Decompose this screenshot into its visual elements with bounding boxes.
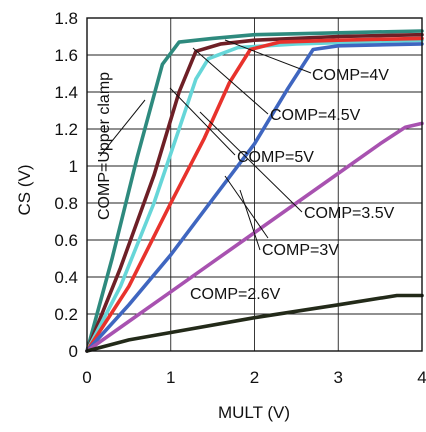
leader-lines bbox=[99, 39, 312, 251]
x-axis-title: MULT (V) bbox=[218, 403, 290, 422]
x-tick-label: 2 bbox=[250, 368, 259, 387]
series-layer bbox=[85, 29, 424, 353]
leader-line-2 bbox=[192, 47, 269, 115]
label-comp-3-5v: COMP=3.5V bbox=[304, 205, 395, 222]
y-tick-label: 0.6 bbox=[54, 231, 78, 250]
x-tick-label: 1 bbox=[166, 368, 175, 387]
series-line-3 bbox=[85, 36, 424, 353]
leader-line-6 bbox=[224, 175, 269, 239]
series-line-4 bbox=[85, 42, 424, 353]
series-line-2 bbox=[85, 38, 424, 353]
x-tick-label: 0 bbox=[82, 368, 91, 387]
y-tick-label: 1.4 bbox=[54, 83, 78, 102]
x-tick-label: 4 bbox=[417, 368, 426, 387]
leader-line-5 bbox=[239, 189, 261, 251]
y-tick-label: 1.8 bbox=[54, 9, 78, 28]
leader-line-0 bbox=[99, 99, 146, 157]
series-line-0 bbox=[85, 29, 424, 353]
series-line-5 bbox=[85, 121, 424, 353]
y-axis-title: CS (V) bbox=[15, 165, 34, 216]
tick-labels: 0 1 2 3 4 0 0.2 0.4 0.6 0.8 1 1.2 1.4 1.6 1.8 bbox=[54, 9, 426, 387]
label-comp-5v: COMP=5V bbox=[237, 149, 314, 166]
x-tick-label: 3 bbox=[334, 368, 343, 387]
leader-line-4 bbox=[199, 111, 303, 213]
label-comp-upper-clamp: COMP=Upper clamp bbox=[96, 72, 113, 220]
y-tick-label: 1.2 bbox=[54, 120, 78, 139]
series-line-6 bbox=[85, 293, 424, 353]
label-comp-4v: COMP=4V bbox=[312, 67, 389, 84]
y-tick-label: 1.6 bbox=[54, 46, 78, 65]
label-comp-4-5v: COMP=4.5V bbox=[270, 107, 361, 124]
y-tick-label: 0.4 bbox=[54, 268, 78, 287]
y-tick-label: 0 bbox=[69, 342, 78, 361]
plot-frame bbox=[86, 17, 423, 352]
label-comp-2-6v: COMP=2.6V bbox=[190, 286, 281, 303]
y-tick-label: 0.8 bbox=[54, 194, 78, 213]
label-comp-3v: COMP=3V bbox=[262, 242, 339, 259]
y-tick-label: 1 bbox=[69, 157, 78, 176]
leader-line-1 bbox=[224, 39, 312, 74]
y-tick-label: 0.2 bbox=[54, 305, 78, 324]
leader-line-3 bbox=[169, 87, 236, 156]
series-line-1 bbox=[85, 32, 424, 353]
